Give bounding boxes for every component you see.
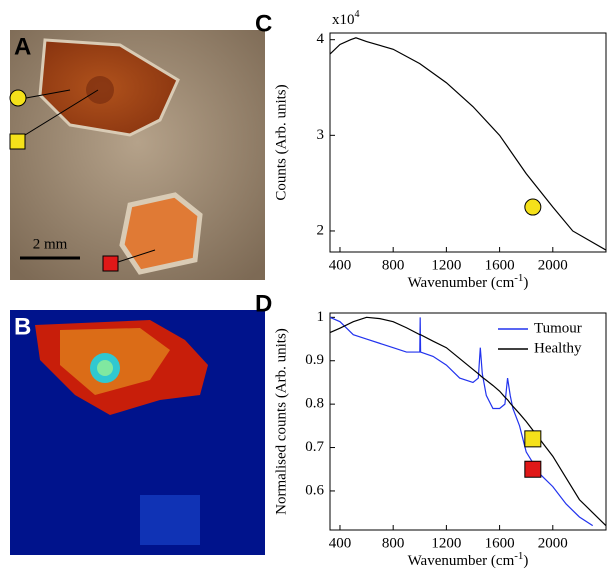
- x-tick-label: 400: [329, 257, 352, 273]
- multiplier-exp: 4: [355, 9, 360, 20]
- x-label-sup: -1: [514, 550, 523, 562]
- legend-label: Tumour: [534, 320, 582, 336]
- y-tick-label: 4: [317, 31, 325, 47]
- marker: [524, 460, 542, 478]
- y-tick-label: 0.7: [305, 439, 324, 455]
- panel-label: D: [255, 290, 272, 317]
- multiplier-base: x10: [332, 12, 355, 28]
- axis-multiplier: x104: [332, 9, 360, 28]
- x-label-main: Wavenumber (cm: [408, 275, 515, 291]
- x-label-sup: -1: [514, 272, 523, 284]
- y-tick-label: 1: [317, 309, 325, 325]
- x-tick-label: 2000: [538, 535, 568, 551]
- scale-bar-label: 2 mm: [33, 236, 68, 252]
- y-tick-label: 2: [317, 222, 325, 238]
- y-tick-label: 3: [317, 127, 325, 143]
- marker: [524, 430, 542, 448]
- y-axis-label: Normalised counts (Arb. units): [273, 328, 289, 515]
- x-tick-label: 1600: [485, 257, 515, 273]
- photo-a: 2 mm A: [9, 30, 265, 280]
- x-label-main: Wavenumber (cm: [408, 553, 515, 569]
- x-tick-label: 400: [329, 535, 352, 551]
- x-axis-label: Wavenumber (cm-1): [408, 272, 529, 292]
- x-tick-label: 800: [382, 257, 405, 273]
- x-label-end: ): [523, 553, 528, 569]
- x-label-end: ): [523, 275, 528, 291]
- legend-label: Healthy: [534, 340, 582, 356]
- plot-frame: [329, 32, 607, 253]
- series-line: [330, 316, 594, 527]
- x-tick-label: 1200: [431, 257, 461, 273]
- marker: [524, 198, 542, 216]
- x-tick-label: 1600: [485, 535, 515, 551]
- y-tick-label: 0.8: [305, 396, 324, 412]
- y-tick-label: 0.9: [305, 352, 324, 368]
- panel-label: B: [14, 313, 31, 340]
- panel-label: C: [255, 10, 272, 37]
- x-axis-label: Wavenumber (cm-1): [408, 550, 529, 570]
- series-line: [330, 37, 606, 251]
- map-b: B: [10, 310, 265, 555]
- x-tick-label: 2000: [538, 257, 568, 273]
- plot-frame: [329, 312, 607, 531]
- panel-label: A: [14, 33, 31, 60]
- x-tick-label: 800: [382, 535, 405, 551]
- x-tick-label: 1200: [431, 535, 461, 551]
- y-axis-label: Counts (Arb. units): [273, 84, 289, 200]
- y-tick-label: 0.6: [305, 482, 324, 498]
